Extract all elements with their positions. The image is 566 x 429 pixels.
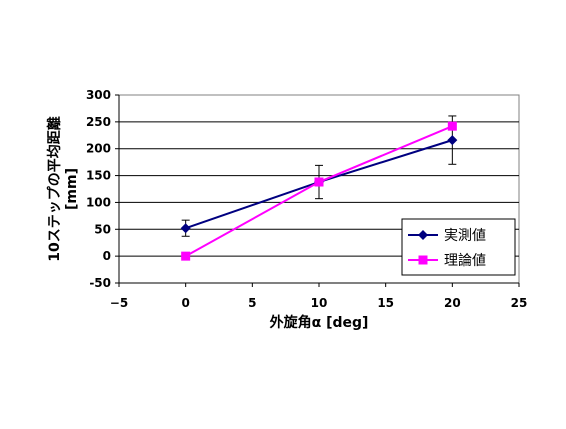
legend-box (401, 218, 516, 276)
data-point (181, 251, 191, 261)
x-tick-label: 10 (311, 296, 328, 310)
x-tick-label: 25 (511, 296, 528, 310)
x-tick-label: 15 (377, 296, 394, 310)
x-tick-label: 20 (444, 296, 461, 310)
y-axis-title: 10ステップの平均距離 (46, 116, 63, 261)
y-tick-label: 0 (103, 249, 111, 263)
y-tick-label: -50 (89, 276, 111, 290)
y-tick-label: 50 (94, 222, 111, 236)
x-tick-label: −5 (110, 296, 128, 310)
y-tick-label: 200 (86, 142, 111, 156)
x-axis-title: 外旋角α [deg] (270, 314, 369, 331)
x-tick-label: 0 (181, 296, 189, 310)
data-point (447, 135, 458, 146)
legend-entry: 実測値 (408, 228, 486, 244)
series-2 (181, 121, 457, 261)
legend-entry: 理論値 (408, 253, 486, 269)
legend-label: 実測値 (444, 228, 486, 244)
legend-label: 理論値 (444, 253, 486, 269)
data-point (447, 121, 457, 131)
data-point (180, 223, 191, 234)
legend-marker (418, 255, 428, 265)
y-tick-label: 100 (86, 195, 111, 209)
legend-marker (418, 230, 428, 240)
y-tick-label: 150 (86, 169, 111, 183)
y-tick-label: 300 (86, 88, 111, 102)
y-axis-unit: [mm] (64, 168, 80, 210)
y-tick-label: 250 (86, 115, 111, 129)
x-tick-label: 5 (248, 296, 256, 310)
data-point (314, 177, 324, 187)
